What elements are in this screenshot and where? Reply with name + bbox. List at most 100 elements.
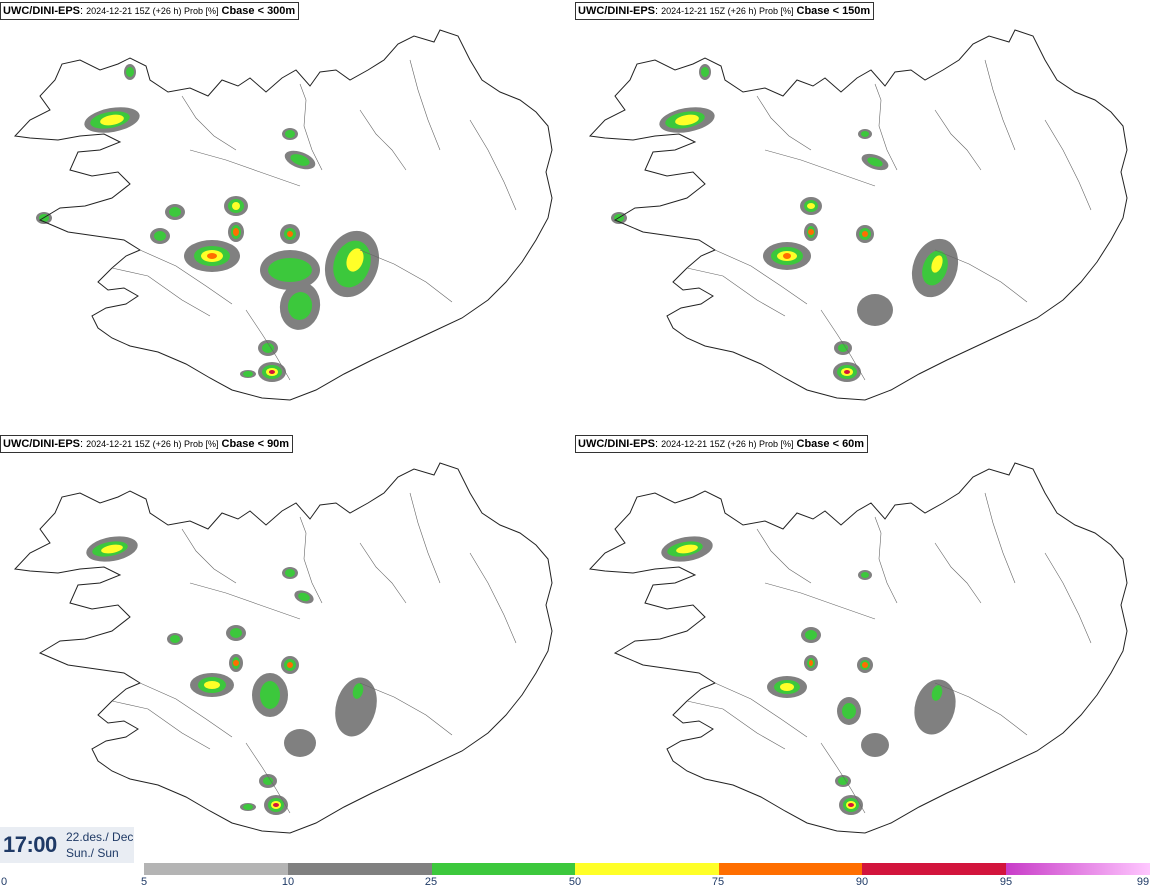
region-boundary bbox=[714, 682, 808, 738]
probability-area bbox=[931, 685, 943, 701]
probability-area bbox=[243, 371, 253, 377]
region-boundary bbox=[189, 582, 301, 620]
region-boundary bbox=[245, 742, 291, 814]
region-boundary bbox=[984, 492, 1016, 584]
region-boundary bbox=[934, 542, 982, 604]
probability-area bbox=[170, 635, 180, 643]
region-boundary bbox=[245, 309, 291, 381]
coastline bbox=[13, 462, 553, 834]
probability-area bbox=[263, 777, 273, 785]
probability-area bbox=[807, 203, 815, 209]
probability-area bbox=[838, 777, 848, 785]
colorbar-label: 5 bbox=[140, 876, 148, 888]
probability-area bbox=[100, 114, 124, 126]
colorbar-segment bbox=[144, 863, 288, 875]
valid-time-box: 17:00 22.des./ Dec Sun./ Sun bbox=[0, 827, 134, 863]
region-boundary bbox=[181, 95, 237, 151]
probability-area bbox=[842, 703, 856, 719]
panel-title: UWC/DINI-EPS: 2024-12-21 15Z (+26 h) Pro… bbox=[575, 2, 875, 20]
probability-area bbox=[838, 344, 848, 352]
region-boundary bbox=[874, 83, 898, 171]
region-boundary bbox=[686, 267, 786, 317]
coastline bbox=[588, 29, 1128, 401]
region-boundary bbox=[359, 542, 407, 604]
probability-area bbox=[808, 229, 814, 235]
coastline bbox=[588, 462, 1128, 834]
probability-area bbox=[335, 677, 377, 737]
probability-area bbox=[268, 258, 312, 282]
probability-area bbox=[230, 628, 242, 638]
region-boundary bbox=[934, 249, 1028, 303]
probability-area bbox=[169, 207, 181, 217]
probability-area bbox=[780, 683, 794, 691]
probability-area bbox=[260, 681, 280, 709]
probability-area bbox=[862, 231, 868, 237]
colorbar-label: 95 bbox=[999, 876, 1013, 888]
probability-area bbox=[931, 255, 943, 273]
probability-area bbox=[204, 681, 220, 689]
coastline bbox=[13, 29, 553, 401]
probability-area bbox=[914, 679, 956, 735]
colorbar-label: 99 bbox=[1136, 876, 1150, 888]
probability-area bbox=[243, 804, 253, 810]
region-boundary bbox=[764, 149, 876, 187]
colorbar-label: 10 bbox=[281, 876, 295, 888]
probability-area bbox=[298, 592, 310, 602]
iceland-map bbox=[588, 29, 1128, 401]
colorbar-label: 50 bbox=[568, 876, 582, 888]
region-boundary bbox=[1044, 119, 1092, 211]
region-boundary bbox=[189, 149, 301, 187]
region-boundary bbox=[181, 528, 237, 584]
probability-area bbox=[676, 544, 698, 554]
probability-area bbox=[861, 733, 889, 757]
probability-area bbox=[867, 157, 883, 167]
probability-area bbox=[154, 231, 166, 241]
region-boundary bbox=[359, 109, 407, 171]
region-boundary bbox=[139, 682, 233, 738]
probability-area bbox=[207, 253, 217, 259]
region-boundary bbox=[934, 109, 982, 171]
colorbar-label: 25 bbox=[424, 876, 438, 888]
region-boundary bbox=[469, 552, 517, 644]
region-boundary bbox=[820, 742, 866, 814]
probability-area bbox=[346, 248, 364, 272]
colorbar-segment bbox=[288, 863, 432, 875]
colorbar-label: 75 bbox=[711, 876, 725, 888]
iceland-map bbox=[13, 462, 553, 834]
colorbar-segment bbox=[719, 863, 862, 875]
probability-area bbox=[233, 660, 239, 666]
probability-area bbox=[290, 154, 310, 166]
map-panel-cbase-90: UWC/DINI-EPS: 2024-12-21 15Z (+26 h) Pro… bbox=[0, 433, 575, 868]
probability-area bbox=[857, 294, 893, 326]
panel-title: UWC/DINI-EPS: 2024-12-21 15Z (+26 h) Pro… bbox=[575, 435, 869, 453]
probability-area bbox=[844, 370, 850, 374]
valid-date: 22.des./ Dec bbox=[66, 830, 134, 844]
region-boundary bbox=[359, 682, 453, 736]
region-boundary bbox=[756, 95, 812, 151]
probability-colorbar bbox=[144, 863, 1150, 875]
region-boundary bbox=[409, 492, 441, 584]
probability-area bbox=[701, 67, 709, 77]
probability-area bbox=[284, 729, 316, 757]
iceland-map bbox=[588, 462, 1128, 834]
region-boundary bbox=[984, 59, 1016, 151]
map-panel-cbase-150: UWC/DINI-EPS: 2024-12-21 15Z (+26 h) Pro… bbox=[575, 0, 1150, 435]
colorbar-label: 0 bbox=[0, 876, 8, 888]
map-panel-cbase-60: UWC/DINI-EPS: 2024-12-21 15Z (+26 h) Pro… bbox=[575, 433, 1150, 868]
valid-weekday: Sun./ Sun bbox=[66, 846, 119, 860]
probability-area bbox=[262, 343, 274, 353]
probability-area bbox=[805, 630, 817, 640]
probability-area bbox=[783, 253, 791, 259]
probability-area bbox=[809, 660, 813, 666]
probability-area bbox=[287, 292, 313, 320]
colorbar-segment bbox=[862, 863, 1006, 875]
probability-area bbox=[861, 131, 869, 137]
iceland-map bbox=[13, 29, 553, 401]
region-boundary bbox=[1044, 552, 1092, 644]
colorbar-segment bbox=[1006, 863, 1150, 875]
region-boundary bbox=[756, 528, 812, 584]
region-boundary bbox=[820, 309, 866, 381]
probability-area bbox=[675, 114, 699, 126]
region-boundary bbox=[874, 516, 898, 604]
probability-area bbox=[352, 683, 364, 699]
